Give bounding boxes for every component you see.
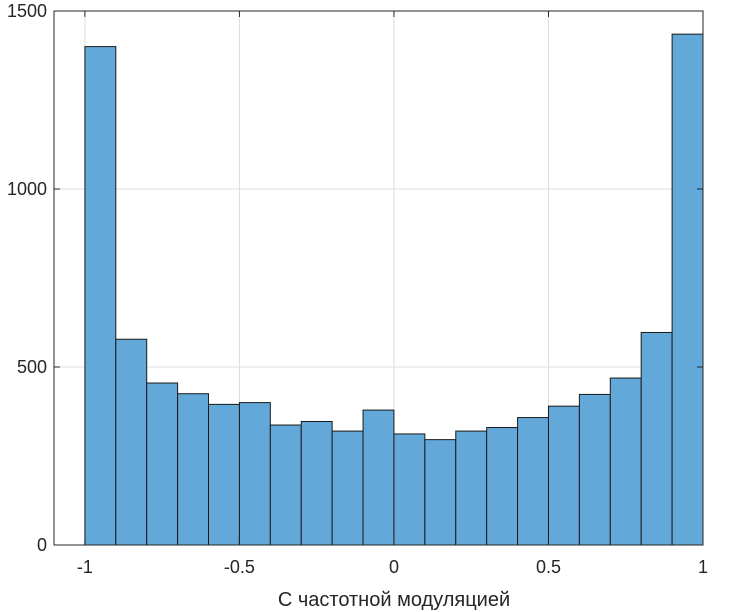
x-tick-label: 0.5 [536, 557, 561, 577]
ticks-layer: -1 -0.5 0 0.5 1 0 500 1000 1500 [7, 1, 708, 577]
axes-layer [53, 10, 704, 546]
histogram-bar [177, 393, 210, 546]
histogram-bar [609, 377, 642, 546]
histogram-bar [547, 405, 580, 546]
axes-box [53, 10, 704, 546]
histogram-bar [424, 439, 457, 546]
y-tick-label: 1000 [7, 179, 47, 199]
y-tick-label: 1500 [7, 1, 47, 21]
x-axis-label: С частотной модуляцией [278, 589, 510, 611]
histogram-bar [208, 403, 240, 546]
y-tick-label: 0 [37, 535, 47, 555]
x-tick-label: 1 [698, 557, 708, 577]
histogram-bar [517, 417, 549, 546]
x-tick-label: 0 [389, 557, 399, 577]
histogram-bar [146, 382, 179, 546]
histogram-bar [455, 430, 488, 546]
x-tick-label: -0.5 [224, 557, 255, 577]
histogram-bar [269, 424, 302, 546]
histogram-bar [640, 331, 673, 546]
y-tick-label: 500 [17, 357, 47, 377]
histogram-bar [84, 46, 117, 546]
histogram-bar [486, 427, 519, 546]
histogram-bar [300, 420, 333, 546]
histogram-bar [362, 409, 395, 546]
histogram-bar [115, 338, 148, 546]
x-tick-label: -1 [77, 557, 93, 577]
histogram-bar [238, 402, 271, 546]
bars-layer [84, 33, 704, 546]
histogram-bar [393, 433, 426, 546]
histogram-bar [331, 430, 364, 546]
histogram-bar [578, 393, 611, 546]
histogram-bar [671, 33, 704, 546]
